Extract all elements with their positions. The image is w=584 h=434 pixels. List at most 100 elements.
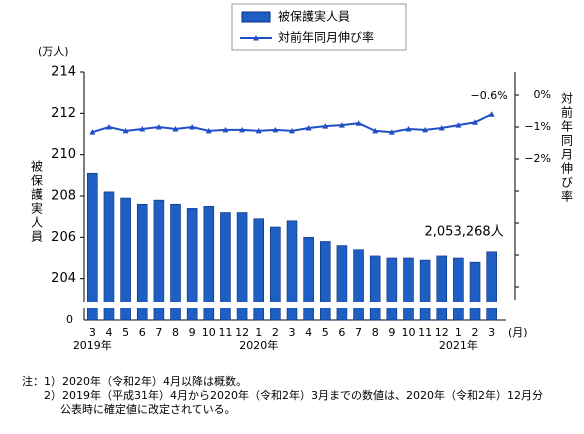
x-tick-label: 4 [105, 326, 112, 339]
line-marker [372, 127, 379, 134]
line-marker [422, 126, 429, 133]
x-tick-label: 10 [202, 326, 216, 339]
bar [120, 197, 131, 321]
y-origin-label: 0 [66, 313, 73, 326]
line-marker [139, 125, 146, 132]
legend-swatch [241, 11, 271, 23]
year-label: 2020年 [239, 338, 278, 352]
line-marker [89, 129, 96, 135]
x-tick-label: 3 [289, 326, 296, 339]
bar [253, 218, 265, 321]
note: 2）2019年（平成31年）4月から2020年（令和2年）3月までの数値は、20… [44, 388, 543, 402]
x-tick-label: 10 [401, 326, 415, 339]
y-tick-label: 206 [51, 230, 76, 245]
axis-break [50, 302, 510, 308]
x-tick-label: 1 [455, 326, 462, 339]
y2-tick-label: −1% [524, 120, 551, 133]
x-tick-label: 6 [139, 326, 146, 339]
line-marker [338, 122, 345, 128]
x-tick-label: 11 [218, 326, 232, 339]
line-marker [122, 127, 129, 134]
x-tick-label: 8 [172, 326, 179, 339]
x-tick-label: 3 [89, 326, 96, 339]
bar [153, 199, 165, 321]
y-tick-label: 210 [51, 147, 76, 162]
line-marker [438, 125, 445, 131]
bar [353, 249, 364, 321]
y-tick-label: 208 [51, 189, 76, 204]
x-tick-label: 9 [388, 326, 395, 339]
x-tick-label: 1 [255, 326, 262, 339]
line-marker [355, 120, 362, 126]
bar [220, 212, 231, 321]
line-marker [488, 111, 495, 117]
bar [236, 212, 248, 321]
bar [270, 226, 281, 321]
line-marker [305, 125, 312, 131]
x-tick-label: 12 [435, 326, 449, 339]
x-tick-label: 2 [472, 326, 479, 339]
line-value-label: −0.6% [471, 89, 508, 102]
x-tick-label: 4 [305, 326, 312, 339]
note: 注：1）2020年（令和2年）4月以降は概数。 [22, 374, 247, 388]
legend-marker [253, 35, 259, 41]
line-marker [105, 124, 112, 130]
bar [303, 237, 314, 321]
y2-axis-title: 対前年同月伸び率 [560, 92, 574, 204]
y-axis-title: 被保護実人員 [30, 160, 44, 244]
bar [419, 259, 431, 321]
x-tick-label: 7 [155, 326, 162, 339]
y2-tick-label: −2% [524, 152, 551, 165]
line-marker [472, 119, 479, 125]
y-tick-label: 204 [51, 271, 76, 286]
bar [319, 241, 331, 321]
line-marker [189, 124, 196, 130]
legend-label: 被保護実人員 [278, 9, 350, 24]
bar [286, 220, 298, 321]
x-tick-label: 12 [235, 326, 249, 339]
bar [436, 255, 448, 321]
year-label: 2019年 [73, 338, 112, 352]
bar [386, 257, 398, 321]
y-tick-label: 212 [51, 106, 76, 121]
x-unit: (月) [508, 326, 528, 339]
line-marker [405, 125, 412, 132]
x-tick-label: 5 [122, 326, 129, 339]
x-tick-label: 9 [189, 326, 196, 339]
bar [136, 203, 148, 321]
bar [469, 261, 481, 321]
x-tick-label: 7 [355, 326, 362, 339]
line-marker [205, 127, 212, 134]
line-marker [172, 125, 179, 132]
bar [186, 208, 198, 321]
bar-value-label: 2,053,268人 [425, 224, 504, 239]
line-marker [239, 126, 246, 133]
x-tick-label: 11 [418, 326, 432, 339]
x-tick-label: 8 [372, 326, 379, 339]
line-marker [222, 126, 229, 133]
y-tick-label: 214 [51, 65, 76, 80]
year-label: 2021年 [439, 338, 478, 352]
line-marker [388, 129, 395, 135]
bar [203, 206, 215, 321]
line-marker [272, 126, 279, 133]
legend-label: 対前年同月伸び率 [278, 30, 374, 45]
bar [170, 203, 181, 321]
x-tick-label: 5 [322, 326, 329, 339]
line-marker [455, 122, 462, 128]
note: 公表時に確定値に改定されている。 [60, 402, 236, 416]
line-marker [255, 127, 262, 134]
line-marker [322, 123, 329, 129]
bar [369, 255, 381, 321]
line-marker [155, 124, 162, 130]
x-tick-label: 6 [338, 326, 345, 339]
bar [87, 172, 98, 321]
x-tick-label: 2 [272, 326, 279, 339]
bar [453, 257, 464, 321]
y-unit: (万人) [38, 45, 69, 58]
line-marker [289, 127, 295, 134]
y2-tick-label: 0% [534, 88, 551, 101]
x-tick-label: 3 [488, 326, 495, 339]
bar [103, 191, 115, 321]
